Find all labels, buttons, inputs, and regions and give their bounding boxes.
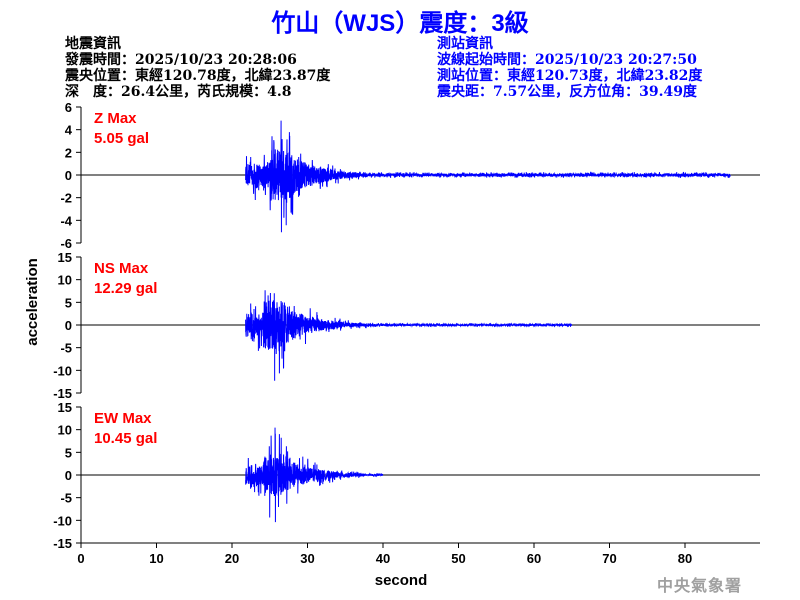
earthquake-info-heading: 地震資訊 [65,36,121,52]
x-tick-label: 80 [678,551,692,566]
epicenter: 震央位置：東經120.78度，北緯23.87度 [65,68,331,84]
y-tick-label-Z: -2 [60,191,72,206]
max-label-NS: NS Max [94,260,149,277]
y-tick-label-EW: -10 [53,513,72,528]
y-tick-label-NS: 10 [58,273,72,288]
depth-magnitude: 深 度：26.4公里，芮氏規模：4.8 [65,84,292,100]
y-tick-label-EW: 0 [65,468,72,483]
y-tick-label-Z: 6 [65,100,72,115]
y-tick-label-Z: -6 [60,236,72,251]
y-tick-label-NS: 15 [58,250,72,265]
x-tick-label: 40 [376,551,390,566]
y-tick-label-NS: 5 [65,295,72,310]
y-tick-label-EW: -5 [60,491,72,506]
x-tick-label: 60 [527,551,541,566]
y-tick-label-NS: 0 [65,318,72,333]
max-value-NS: 12.29 gal [94,280,157,297]
chart-title: 竹山（WJS）震度：3級 [271,10,529,37]
max-label-Z: Z Max [94,110,137,127]
epicentral-distance: 震央距：7.57公里，反方位角：39.49度 [437,84,697,100]
y-tick-label-EW: -15 [53,536,72,551]
x-tick-label: 10 [149,551,163,566]
start-time: 波線起始時間：2025/10/23 20:27:50 [437,52,697,68]
watermark: 中央氣象署 [657,576,743,595]
y-tick-label-Z: 2 [65,145,72,160]
trace-NS [245,290,573,381]
station-info-heading: 測站資訊 [437,36,493,52]
trace-EW [245,427,384,523]
x-tick-label: 20 [225,551,239,566]
y-tick-label-NS: -10 [53,363,72,378]
max-label-EW: EW Max [94,410,152,427]
y-tick-label-EW: 10 [58,423,72,438]
station-info: 測站資訊 波線起始時間：2025/10/23 20:27:50 測站位置：東經1… [437,36,702,100]
x-axis-label: second [375,572,428,589]
station-location: 測站位置：東經120.73度，北緯23.82度 [437,68,703,84]
y-tick-label-NS: -15 [53,386,72,401]
earthquake-info: 地震資訊 發震時間：2025/10/23 20:28:06 震央位置：東經120… [65,36,330,100]
x-tick-label: 70 [602,551,616,566]
y-tick-label-EW: 15 [58,400,72,415]
origin-time: 發震時間：2025/10/23 20:28:06 [65,52,297,68]
x-tick-label: 0 [77,551,84,566]
x-tick-label: 30 [300,551,314,566]
y-axis-label: acceleration [24,258,41,346]
trace-Z [245,120,731,233]
y-tick-label-EW: 5 [65,445,72,460]
max-value-EW: 10.45 gal [94,430,157,447]
y-tick-label-Z: 0 [65,168,72,183]
y-tick-label-Z: -4 [60,213,72,228]
max-value-Z: 5.05 gal [94,130,149,147]
y-tick-label-NS: -5 [60,341,72,356]
x-tick-label: 50 [451,551,465,566]
y-tick-label-Z: 4 [65,123,73,138]
